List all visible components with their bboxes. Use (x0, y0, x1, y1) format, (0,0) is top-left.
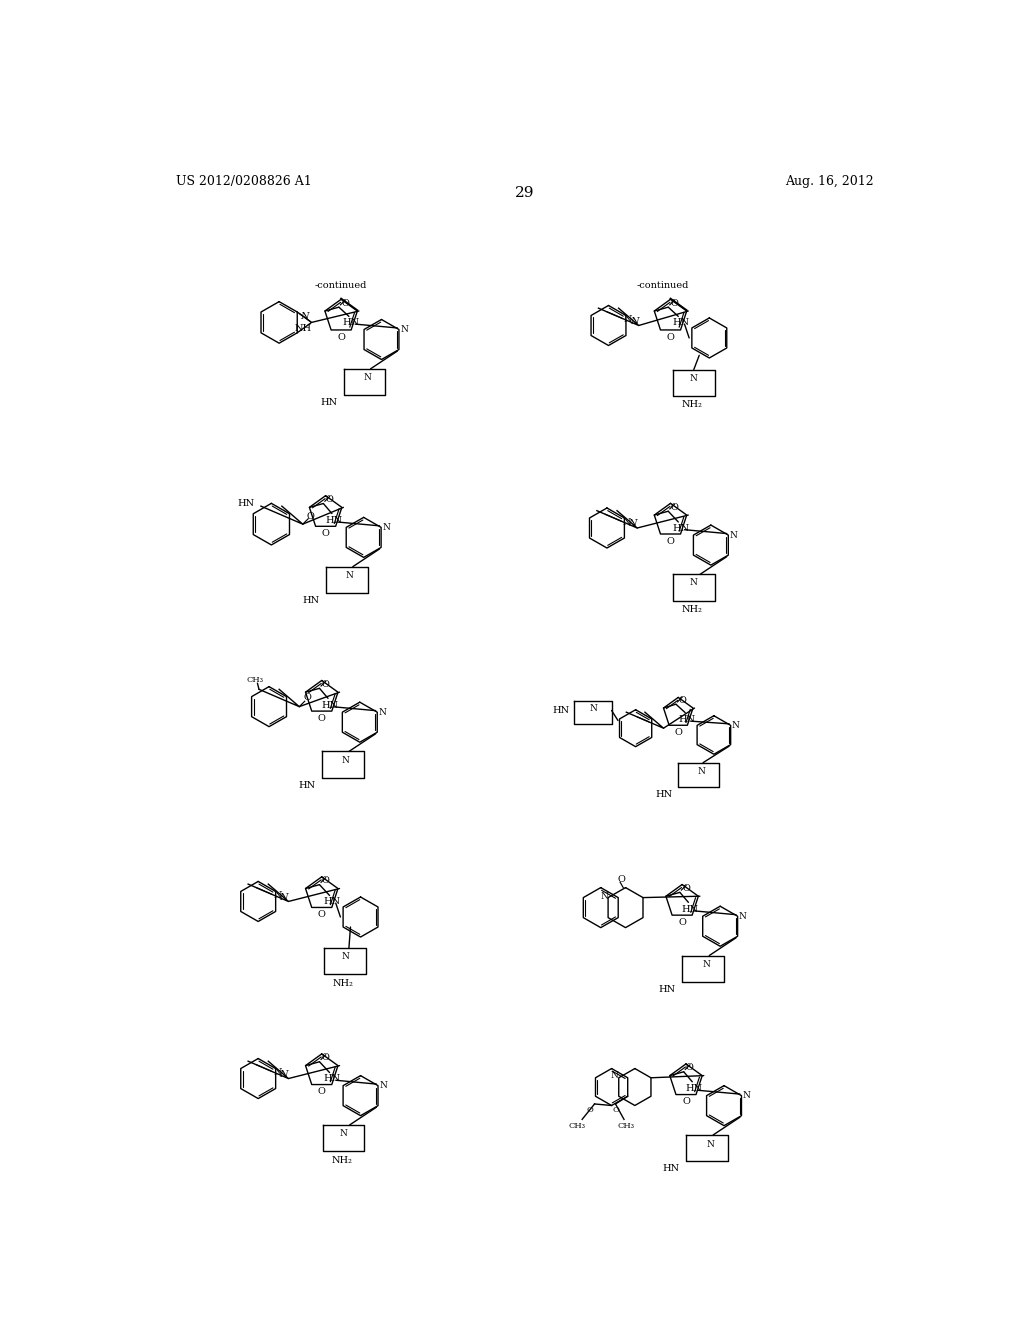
Text: N: N (707, 1139, 714, 1148)
Text: N: N (742, 1092, 751, 1100)
Text: O: O (322, 876, 330, 886)
Text: N: N (600, 891, 608, 900)
Text: O: O (675, 727, 682, 737)
Text: O: O (317, 909, 326, 919)
Text: N: N (690, 578, 697, 587)
Text: N: N (729, 531, 737, 540)
Text: O: O (587, 1106, 593, 1114)
Text: HN: HN (343, 318, 359, 327)
Text: N: N (629, 519, 637, 528)
Text: O: O (667, 537, 675, 545)
Text: N: N (690, 374, 697, 383)
Text: N: N (630, 317, 639, 326)
Text: N: N (738, 912, 746, 921)
Text: N: N (342, 756, 350, 766)
Text: O: O (678, 917, 686, 927)
Text: N: N (273, 1068, 283, 1077)
Text: N: N (364, 374, 372, 383)
Text: Aug. 16, 2012: Aug. 16, 2012 (785, 176, 873, 187)
Text: US 2012/0208826 A1: US 2012/0208826 A1 (176, 176, 311, 187)
Text: NH₂: NH₂ (682, 606, 702, 614)
Text: HN: HN (322, 701, 338, 710)
Text: HN: HN (325, 516, 342, 525)
Text: 29: 29 (515, 186, 535, 201)
Text: HN: HN (672, 524, 689, 533)
Text: O: O (322, 529, 330, 537)
Text: N: N (378, 708, 386, 717)
Text: O: O (617, 875, 626, 884)
Text: N: N (280, 1069, 288, 1078)
Text: N: N (702, 960, 711, 969)
Text: O: O (303, 693, 311, 702)
Text: N: N (611, 1071, 618, 1080)
Text: O: O (682, 884, 690, 894)
Text: O: O (322, 1053, 330, 1063)
Text: O: O (612, 1106, 618, 1114)
Text: N: N (624, 315, 633, 323)
Text: HN: HN (685, 1084, 702, 1093)
Text: O: O (317, 1088, 326, 1096)
Text: -continued: -continued (315, 281, 368, 290)
Text: HN: HN (324, 1074, 341, 1084)
Text: O: O (686, 1064, 694, 1072)
Text: HN: HN (655, 791, 672, 799)
Text: O: O (682, 1097, 690, 1106)
Text: O: O (341, 298, 349, 308)
Text: -continued: -continued (637, 281, 689, 290)
Text: N: N (273, 891, 283, 900)
Text: O: O (326, 495, 334, 504)
Text: N: N (346, 572, 353, 581)
Text: O: O (671, 503, 678, 512)
Text: O: O (337, 333, 345, 342)
Text: N: N (697, 767, 706, 776)
Text: O: O (667, 333, 675, 342)
Text: HN: HN (678, 715, 695, 725)
Text: O: O (322, 680, 330, 689)
Text: N: N (341, 952, 349, 961)
Text: N: N (340, 1129, 347, 1138)
Text: O: O (317, 714, 326, 722)
Text: CH₃: CH₃ (617, 1122, 634, 1130)
Text: N: N (400, 325, 408, 334)
Text: N: N (623, 517, 631, 527)
Text: N: N (300, 312, 308, 321)
Text: HN: HN (324, 898, 341, 906)
Text: HN: HN (658, 985, 676, 994)
Text: CH₃: CH₃ (247, 676, 263, 684)
Text: NH₂: NH₂ (332, 1156, 352, 1164)
Text: CH₃: CH₃ (568, 1122, 586, 1130)
Text: HN: HN (663, 1164, 680, 1173)
Text: NH₂: NH₂ (333, 978, 354, 987)
Text: N: N (731, 721, 739, 730)
Text: HN: HN (553, 706, 569, 715)
Text: N: N (589, 705, 597, 713)
Text: NH₂: NH₂ (682, 400, 702, 409)
Text: O: O (678, 696, 686, 705)
Text: HN: HN (321, 399, 337, 408)
Text: HN: HN (681, 904, 698, 913)
Text: N: N (379, 1081, 387, 1090)
Text: O: O (306, 512, 314, 521)
Text: HN: HN (238, 499, 255, 508)
Text: NH: NH (294, 325, 311, 333)
Text: N: N (280, 892, 288, 902)
Text: HN: HN (302, 597, 319, 605)
Text: O: O (671, 298, 678, 308)
Text: N: N (382, 523, 390, 532)
Text: HN: HN (672, 318, 689, 327)
Text: HN: HN (298, 781, 315, 789)
